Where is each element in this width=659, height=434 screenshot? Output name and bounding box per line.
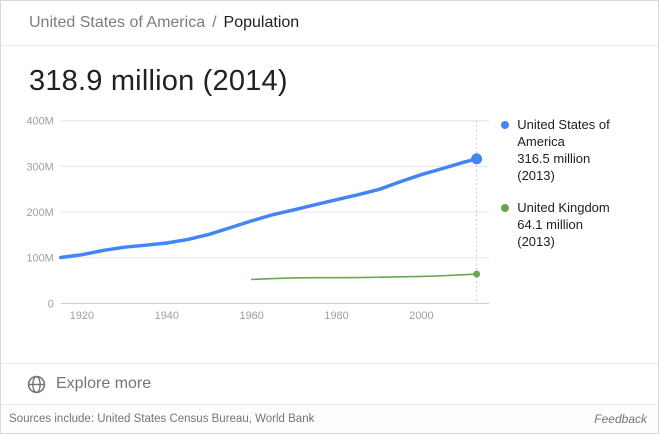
legend-item-usa: United States of America 316.5 million (… xyxy=(501,116,658,184)
legend-series-name: United Kingdom xyxy=(517,200,610,215)
sources-text: Sources include: United States Census Bu… xyxy=(9,413,315,425)
explore-more-button[interactable]: Explore more xyxy=(1,363,658,404)
legend-series-value: 64.1 million xyxy=(517,217,583,232)
legend-series-year: (2013) xyxy=(517,234,555,249)
population-chart-area: 0 100M 200M 300M 400M 1920 1940 1960 1980 2000 Un… xyxy=(1,98,658,330)
breadcrumb-attribute: Population xyxy=(223,14,300,31)
legend-dot-usa-icon xyxy=(501,121,510,129)
svg-text:1960: 1960 xyxy=(240,310,264,322)
legend-item-uk: United Kingdom 64.1 million (2013) xyxy=(501,199,658,250)
answer-headline: 318.9 million (2014) xyxy=(29,65,288,97)
svg-text:1940: 1940 xyxy=(155,310,179,322)
legend-series-value: 316.5 million xyxy=(517,151,591,166)
legend-series-year: (2013) xyxy=(517,168,555,183)
svg-text:2000: 2000 xyxy=(409,310,433,322)
explore-more-label: Explore more xyxy=(56,375,152,392)
globe-icon xyxy=(27,375,46,394)
legend-dot-uk-icon xyxy=(501,204,510,212)
svg-text:300M: 300M xyxy=(26,161,53,173)
svg-text:1980: 1980 xyxy=(324,310,348,322)
svg-text:0: 0 xyxy=(48,298,54,310)
breadcrumb: United States of America / Population xyxy=(1,1,658,46)
svg-text:100M: 100M xyxy=(26,253,53,265)
svg-text:400M: 400M xyxy=(26,116,53,128)
footer: Sources include: United States Census Bu… xyxy=(1,404,658,433)
chart-legend: United States of America 316.5 million (… xyxy=(501,110,658,330)
svg-text:200M: 200M xyxy=(26,207,53,219)
feedback-link[interactable]: Feedback xyxy=(594,412,647,426)
breadcrumb-entity: United States of America xyxy=(29,14,206,31)
breadcrumb-separator: / xyxy=(212,14,217,31)
svg-text:1920: 1920 xyxy=(70,310,94,322)
population-line-chart[interactable]: 0 100M 200M 300M 400M 1920 1940 1960 1980 2000 xyxy=(25,110,501,330)
legend-series-name: United States of America xyxy=(517,117,610,149)
